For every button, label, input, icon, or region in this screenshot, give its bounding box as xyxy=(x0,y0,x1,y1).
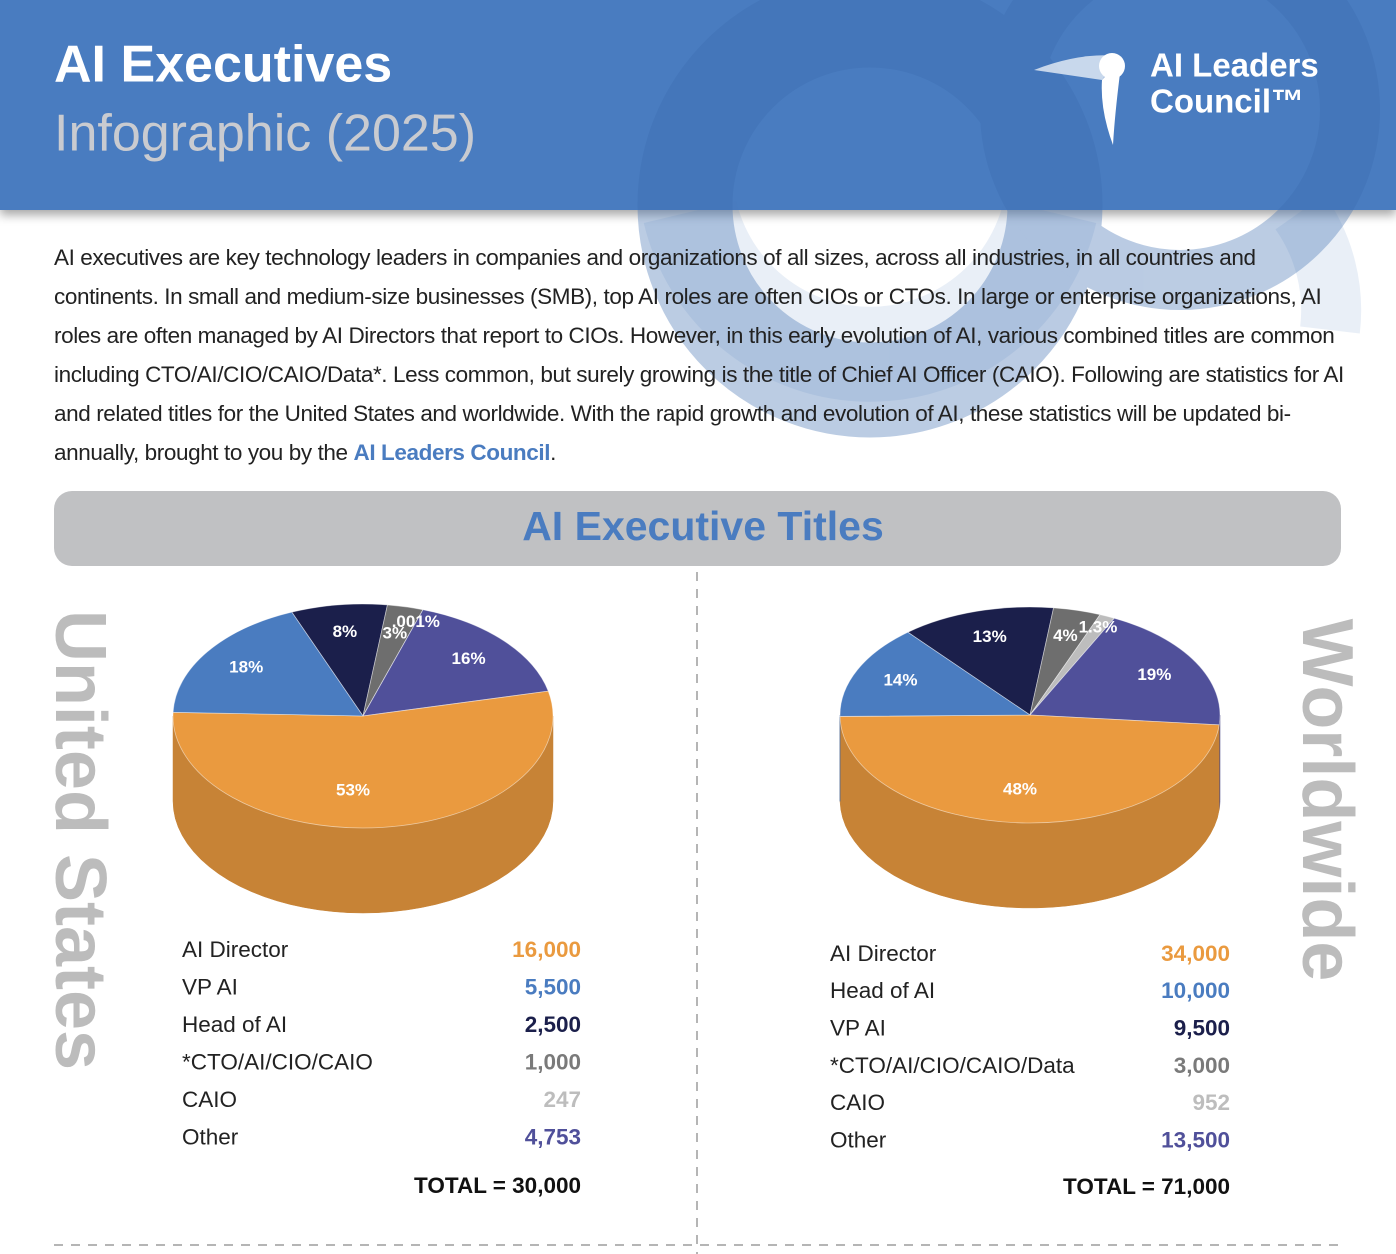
pie-label: 14% xyxy=(883,671,917,690)
logo-text: Council™ xyxy=(1150,83,1304,120)
pie-slice xyxy=(839,631,1032,717)
pie-label: 19% xyxy=(1137,665,1171,684)
pie-label: 1.3% xyxy=(1079,618,1118,637)
total: TOTAL = 71,000 xyxy=(1063,1174,1230,1199)
legend-label: CAIO xyxy=(182,1087,237,1112)
pie-label: 16% xyxy=(452,649,486,668)
legend-label: Other xyxy=(182,1124,239,1149)
section-banner xyxy=(54,491,1341,566)
legend-count: 5,500 xyxy=(525,974,581,999)
legend-label: CAIO xyxy=(830,1090,885,1115)
pie-slice xyxy=(362,609,549,717)
total: TOTAL = 30,000 xyxy=(414,1173,581,1198)
region-label: Worldwide xyxy=(1287,619,1367,982)
legend-count: 247 xyxy=(543,1087,581,1112)
legend-label: Head of AI xyxy=(830,978,935,1003)
pie-slice xyxy=(907,606,1055,716)
pie-label: .001% xyxy=(392,612,440,631)
pie-label: 4% xyxy=(1053,626,1078,645)
intro-paragraph: AI executives are key technology leaders… xyxy=(54,238,1354,472)
legend-label: AI Director xyxy=(182,937,289,962)
pie-slice xyxy=(291,603,388,717)
pie-label: 8% xyxy=(333,622,358,641)
pie-slice xyxy=(172,611,364,717)
pie-label: 48% xyxy=(1003,779,1037,798)
region-label: United States xyxy=(40,610,120,1070)
legend-count: 3,000 xyxy=(1174,1053,1230,1078)
legend-count: 16,000 xyxy=(512,937,581,962)
legend-count: 4,753 xyxy=(525,1124,581,1149)
legend-count: 9,500 xyxy=(1174,1016,1230,1041)
legend-count: 2,500 xyxy=(525,1012,581,1037)
legend-label: Other xyxy=(830,1127,887,1152)
intro-end: . xyxy=(550,440,556,465)
pie-label: 53% xyxy=(336,780,370,799)
logo-text: AI Leaders xyxy=(1150,47,1319,84)
section-title: AI Executive Titles xyxy=(522,503,884,549)
logo-icon xyxy=(1034,53,1125,145)
legend-count: 1,000 xyxy=(525,1049,581,1074)
header-subtitle: Infographic (2025) xyxy=(54,105,476,163)
legend-label: AI Director xyxy=(830,941,937,966)
legend-count: 10,000 xyxy=(1161,978,1230,1003)
header-decoration-lower xyxy=(643,194,1362,402)
legend-label: *CTO/AI/CIO/CAIO xyxy=(182,1049,373,1074)
legend-count: 13,500 xyxy=(1161,1127,1230,1152)
legend-label: Head of AI xyxy=(182,1012,287,1037)
pie-label: 18% xyxy=(229,657,263,676)
header-title: AI Executives xyxy=(54,36,392,94)
pie-label: 3% xyxy=(383,624,408,643)
header-band xyxy=(0,0,1396,210)
legend-label: VP AI xyxy=(182,974,238,999)
legend-count: 34,000 xyxy=(1161,941,1230,966)
intro-link[interactable]: AI Leaders Council xyxy=(353,440,551,465)
legend-label: VP AI xyxy=(830,1016,886,1041)
intro-text: AI executives are key technology leaders… xyxy=(54,245,1344,465)
legend-label: *CTO/AI/CIO/CAIO/Data xyxy=(830,1053,1075,1078)
legend-count: 952 xyxy=(1192,1090,1230,1115)
header-decoration xyxy=(637,0,1380,438)
pie-slice xyxy=(1029,617,1221,726)
pie-slice xyxy=(839,714,1220,824)
pie-slice xyxy=(172,690,554,829)
pie-label: 13% xyxy=(973,627,1007,646)
